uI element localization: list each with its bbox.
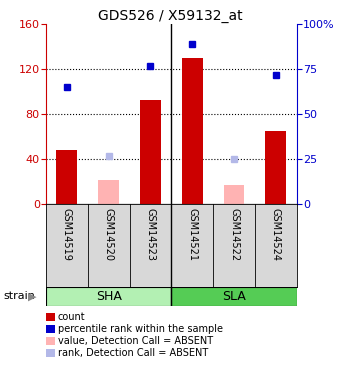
Text: GSM14523: GSM14523 [146, 209, 155, 261]
Text: ▶: ▶ [28, 291, 36, 301]
Text: percentile rank within the sample: percentile rank within the sample [58, 324, 223, 334]
Bar [57, 150, 77, 204]
Text: SLA: SLA [222, 290, 246, 303]
Text: rank, Detection Call = ABSENT: rank, Detection Call = ABSENT [58, 348, 208, 358]
Text: count: count [58, 312, 86, 322]
Text: strain: strain [3, 291, 35, 301]
Text: value, Detection Call = ABSENT: value, Detection Call = ABSENT [58, 336, 213, 346]
Text: GSM14519: GSM14519 [62, 209, 72, 261]
FancyBboxPatch shape [46, 287, 172, 306]
Text: GDS526 / X59132_at: GDS526 / X59132_at [98, 9, 243, 23]
Text: SHA: SHA [96, 290, 122, 303]
Bar [265, 131, 286, 204]
Text: GSM14524: GSM14524 [271, 209, 281, 261]
Text: GSM14520: GSM14520 [104, 209, 114, 261]
Bar [140, 100, 161, 204]
FancyBboxPatch shape [172, 287, 297, 306]
Text: GSM14522: GSM14522 [229, 209, 239, 262]
Text: GSM14521: GSM14521 [187, 209, 197, 261]
Bar [98, 180, 119, 204]
Bar [224, 185, 244, 204]
Bar [182, 58, 203, 204]
